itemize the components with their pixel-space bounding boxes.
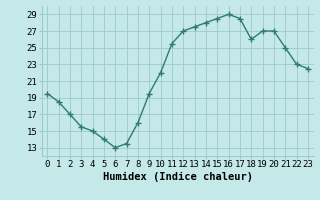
X-axis label: Humidex (Indice chaleur): Humidex (Indice chaleur) (103, 172, 252, 182)
